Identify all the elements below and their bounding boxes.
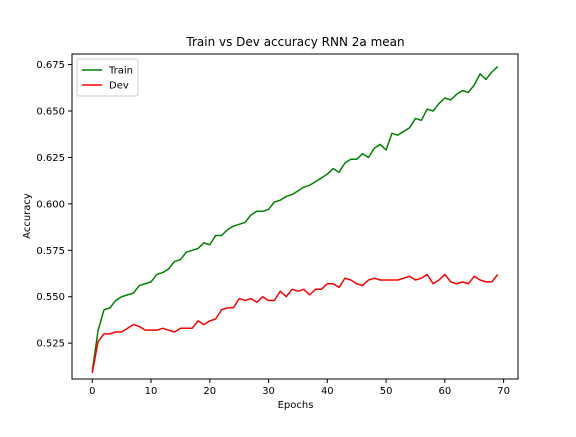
x-tick-label: 30 — [262, 386, 275, 397]
x-tick-label: 0 — [89, 386, 95, 397]
y-tick-label: 0.525 — [36, 339, 65, 350]
y-axis-label: Accuracy — [22, 193, 33, 239]
y-tick-label: 0.600 — [36, 199, 65, 210]
x-tick-label: 70 — [497, 386, 510, 397]
y-tick-label: 0.650 — [36, 107, 65, 118]
x-tick-label: 20 — [203, 386, 216, 397]
y-tick-label: 0.675 — [36, 60, 65, 71]
x-axis-label: Epochs — [278, 400, 314, 411]
y-tick-label: 0.550 — [36, 292, 65, 303]
y-tick-label: 0.575 — [36, 246, 65, 257]
legend-label-train: Train — [108, 66, 133, 77]
x-tick-label: 50 — [380, 386, 393, 397]
legend: Train Dev — [77, 59, 138, 96]
legend-label-dev: Dev — [109, 81, 129, 92]
x-tick-label: 10 — [145, 386, 158, 397]
y-tick-label: 0.625 — [36, 153, 65, 164]
x-tick-label: 60 — [438, 386, 451, 397]
x-tick-label: 40 — [321, 386, 334, 397]
chart-title: Train vs Dev accuracy RNN 2a mean — [185, 35, 404, 49]
